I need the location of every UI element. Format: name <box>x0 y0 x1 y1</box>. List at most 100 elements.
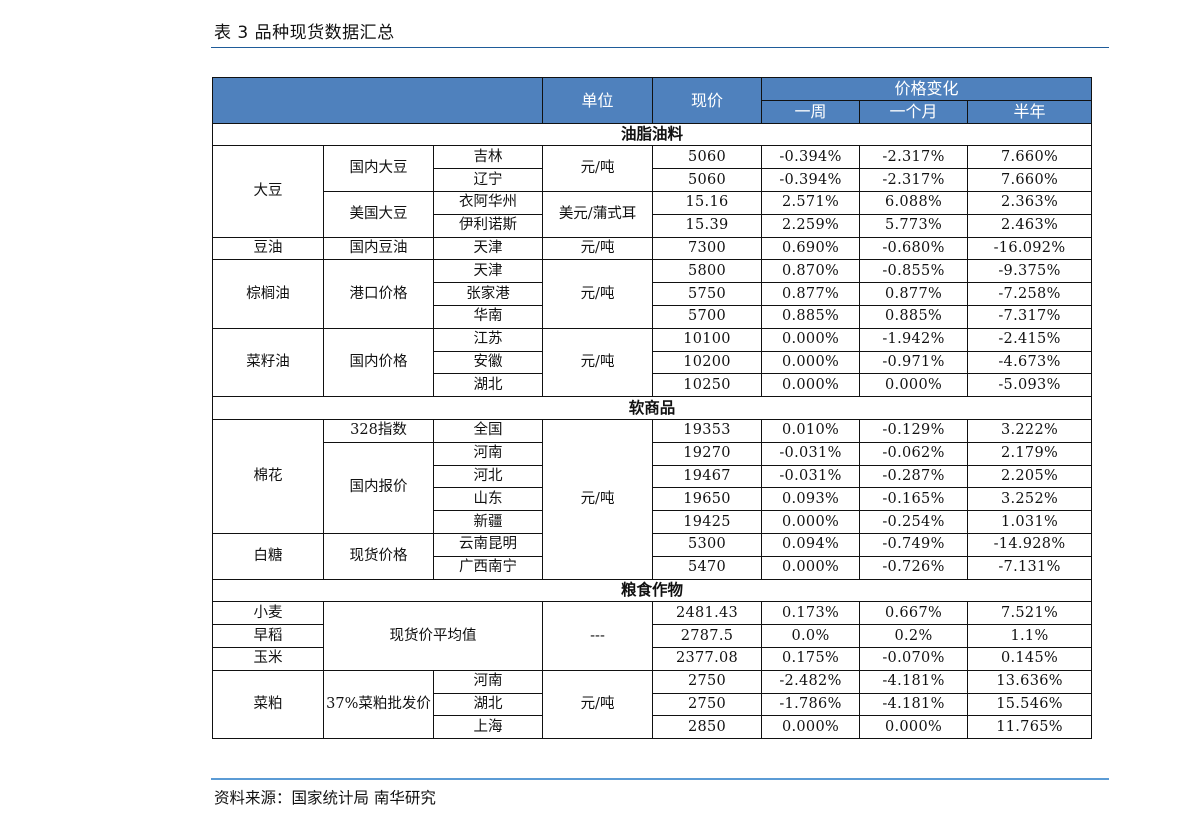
unit-cell: 元/吨 <box>542 669 654 740</box>
header-month: 一个月 <box>859 99 969 124</box>
month-change-cell: -2.317% <box>859 168 969 192</box>
table-row: 玉米 2377.08 0.175% -0.070% 0.145% <box>212 646 1093 671</box>
month-change-cell: 0.2% <box>859 624 969 648</box>
price-cell: 5300 <box>652 532 763 557</box>
region-cell: 全国 <box>432 418 544 443</box>
half-year-change-cell: 7.660% <box>967 168 1093 192</box>
type-cell: 国内大豆 <box>323 145 434 192</box>
month-change-cell: -0.855% <box>859 259 969 284</box>
week-change-cell: 0.885% <box>761 304 861 329</box>
half-year-change-cell: 3.252% <box>967 487 1093 512</box>
section-title: 油脂油料 <box>211 122 1093 147</box>
month-change-cell: -0.287% <box>859 464 969 489</box>
unit-cell: 元/吨 <box>542 418 654 580</box>
product-cell: 棉花 <box>212 418 324 534</box>
month-change-cell: -0.726% <box>859 555 969 580</box>
month-change-cell: -0.062% <box>859 441 969 466</box>
region-cell: 新疆 <box>432 510 544 534</box>
table-row: 菜粕 37%菜粕批发价 河南 元/吨 2750 -2.482% -4.181% … <box>212 669 1093 740</box>
week-change-cell: 0.877% <box>761 282 861 306</box>
month-change-cell: 0.667% <box>859 601 969 626</box>
half-year-change-cell: -4.673% <box>967 350 1093 375</box>
week-change-cell: 0.690% <box>761 236 861 261</box>
week-change-cell: 0.010% <box>761 418 861 443</box>
half-year-change-cell: 15.546% <box>967 692 1093 717</box>
section-row: 粮食作物 <box>211 578 1093 603</box>
week-change-cell: 0.093% <box>761 487 861 512</box>
type-cell: 37%菜粕批发价 <box>323 669 434 740</box>
region-cell: 伊利诺斯 <box>432 213 544 238</box>
half-year-change-cell: -2.415% <box>967 327 1093 352</box>
half-year-change-cell: -7.258% <box>967 282 1093 306</box>
title-divider <box>211 47 1109 48</box>
section-title: 软商品 <box>211 396 1093 420</box>
table-row: 菜籽油 国内价格 江苏 元/吨 10100 0.000% -1.942% -2.… <box>212 327 1093 398</box>
week-change-cell: 0.000% <box>761 555 861 580</box>
table-row: 美国大豆 衣阿华州 美元/蒲式耳 15.16 2.571% 6.088% 2.3… <box>213 190 1093 238</box>
region-cell: 上海 <box>432 715 544 740</box>
unit-cell: 元/吨 <box>542 259 654 329</box>
region-cell: 湖北 <box>432 692 544 717</box>
month-change-cell: 5.773% <box>859 213 969 238</box>
region-cell: 华南 <box>432 304 544 329</box>
week-change-cell: 0.175% <box>761 646 861 671</box>
region-cell: 广西南宁 <box>432 555 544 580</box>
region-cell: 河南 <box>432 669 544 694</box>
half-year-change-cell: 11.765% <box>967 715 1093 740</box>
header-row-top: 单位 现价 价格变化 <box>211 77 1093 124</box>
week-change-cell: 2.259% <box>761 213 861 238</box>
product-cell: 菜粕 <box>212 669 324 740</box>
table-row: 河北 19467 -0.031% -0.287% 2.205% <box>213 464 1093 489</box>
price-cell: 5800 <box>652 259 763 284</box>
type-cell: 328指数 <box>323 418 434 443</box>
price-cell: 2750 <box>652 669 763 694</box>
unit-cell: 元/吨 <box>542 327 654 398</box>
half-year-change-cell: -16.092% <box>967 236 1093 261</box>
unit-cell: 元/吨 <box>542 236 654 261</box>
half-year-change-cell: 2.179% <box>967 441 1093 466</box>
table-row: 湖北 10250 0.000% 0.000% -5.093% <box>213 373 1093 398</box>
table-title: 表 3 品种现货数据汇总 <box>214 23 395 43</box>
header-row-sub: 一周 一个月 半年 <box>213 99 1093 124</box>
price-cell: 2850 <box>652 715 763 740</box>
header-week: 一周 <box>761 99 861 124</box>
week-change-cell: 0.173% <box>761 601 861 626</box>
half-year-change-cell: -9.375% <box>967 259 1093 284</box>
table-row: 早稻 2787.5 0.0% 0.2% 1.1% <box>212 624 1093 648</box>
price-cell: 5060 <box>652 168 763 192</box>
source-note: 资料来源：国家统计局 南华研究 <box>214 789 436 807</box>
week-change-cell: -0.031% <box>761 441 861 466</box>
week-change-cell: -0.031% <box>761 464 861 489</box>
type-cell: 国内豆油 <box>323 236 434 261</box>
region-cell: 安徽 <box>432 350 544 375</box>
table-row: 棕榈油 港口价格 天津 元/吨 5800 0.870% -0.855% -9.3… <box>212 259 1093 329</box>
unit-cell: --- <box>542 601 654 671</box>
region-cell: 云南昆明 <box>432 532 544 557</box>
price-cell: 15.39 <box>652 213 763 238</box>
header-unit: 单位 <box>542 77 654 124</box>
price-cell: 10250 <box>652 373 763 398</box>
price-cell: 19270 <box>652 441 763 466</box>
half-year-change-cell: 7.521% <box>967 601 1093 626</box>
price-cell: 2750 <box>652 692 763 717</box>
week-change-cell: -1.786% <box>761 692 861 717</box>
table-row: 棉花 328指数 全国 元/吨 19353 0.010% -0.129% 3.2… <box>212 418 1093 580</box>
header-half-year: 半年 <box>967 99 1093 124</box>
week-change-cell: -0.394% <box>761 145 861 170</box>
price-cell: 7300 <box>652 236 763 261</box>
month-change-cell: -0.070% <box>859 646 969 671</box>
price-cell: 5060 <box>652 145 763 170</box>
product-cell: 大豆 <box>212 145 324 238</box>
half-year-change-cell: 7.660% <box>967 145 1093 170</box>
week-change-cell: 2.571% <box>761 190 861 215</box>
month-change-cell: -4.181% <box>859 692 969 717</box>
month-change-cell: 6.088% <box>859 190 969 215</box>
product-cell: 棕榈油 <box>212 259 324 329</box>
week-change-cell: -2.482% <box>761 669 861 694</box>
product-cell: 白糖 <box>212 532 324 580</box>
week-change-cell: 0.000% <box>761 327 861 352</box>
type-cell: 国内价格 <box>323 327 434 398</box>
region-cell: 湖北 <box>432 373 544 398</box>
region-cell: 天津 <box>432 236 544 261</box>
product-cell: 玉米 <box>212 646 324 671</box>
